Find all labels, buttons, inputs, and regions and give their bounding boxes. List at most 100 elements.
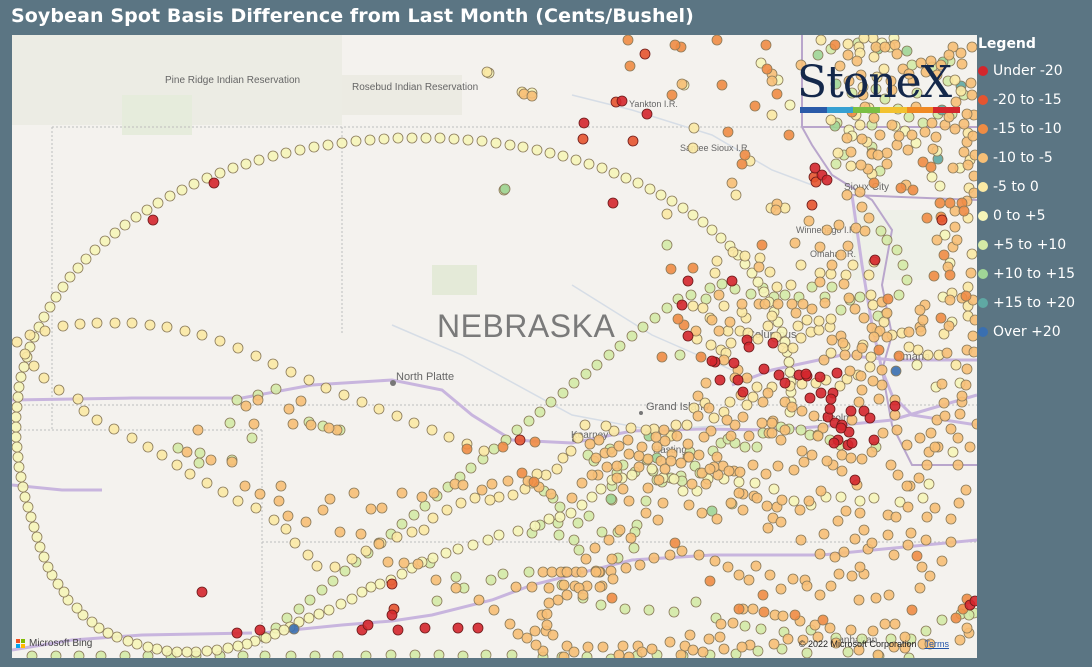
basis-point[interactable] xyxy=(391,531,403,543)
basis-point[interactable] xyxy=(608,425,620,437)
basis-point[interactable] xyxy=(705,339,717,351)
basis-point[interactable] xyxy=(626,330,638,342)
basis-point[interactable] xyxy=(488,443,500,455)
basis-point[interactable] xyxy=(418,524,430,536)
basis-point[interactable] xyxy=(448,133,460,145)
basis-point[interactable] xyxy=(899,631,911,643)
basis-point[interactable] xyxy=(777,342,789,354)
basis-point[interactable] xyxy=(557,452,569,464)
basis-point[interactable] xyxy=(386,578,398,590)
basis-point[interactable] xyxy=(603,349,615,361)
basis-point[interactable] xyxy=(836,449,848,461)
basis-point[interactable] xyxy=(920,625,932,637)
basis-point[interactable] xyxy=(835,491,847,503)
basis-point[interactable] xyxy=(661,302,673,314)
basis-point[interactable] xyxy=(825,347,837,359)
basis-point[interactable] xyxy=(771,281,783,293)
basis-point[interactable] xyxy=(878,316,890,328)
basis-point[interactable] xyxy=(839,349,851,361)
basis-point[interactable] xyxy=(771,88,783,100)
basis-point[interactable] xyxy=(713,289,725,301)
basis-point[interactable] xyxy=(280,523,292,535)
basis-point[interactable] xyxy=(334,526,346,538)
basis-point[interactable] xyxy=(356,396,368,408)
basis-point[interactable] xyxy=(12,451,24,463)
basis-point[interactable] xyxy=(586,469,598,481)
basis-point[interactable] xyxy=(925,161,937,173)
basis-point[interactable] xyxy=(246,432,258,444)
basis-point[interactable] xyxy=(856,133,868,145)
basis-point[interactable] xyxy=(960,379,972,391)
basis-point[interactable] xyxy=(786,401,798,413)
basis-point[interactable] xyxy=(91,414,103,426)
basis-point[interactable] xyxy=(870,83,882,95)
basis-point[interactable] xyxy=(13,381,25,393)
basis-point[interactable] xyxy=(879,93,891,105)
basis-point[interactable] xyxy=(842,38,854,50)
basis-point[interactable] xyxy=(12,441,23,453)
basis-point[interactable] xyxy=(50,291,62,303)
basis-point[interactable] xyxy=(730,648,742,658)
basis-point[interactable] xyxy=(743,341,755,353)
basis-point[interactable] xyxy=(126,432,138,444)
basis-point[interactable] xyxy=(876,364,888,376)
basis-point[interactable] xyxy=(882,293,894,305)
basis-point[interactable] xyxy=(872,149,884,161)
basis-point[interactable] xyxy=(282,510,294,522)
basis-point[interactable] xyxy=(86,616,98,628)
basis-point[interactable] xyxy=(944,294,956,306)
basis-point[interactable] xyxy=(267,150,279,162)
basis-point[interactable] xyxy=(858,405,870,417)
basis-point[interactable] xyxy=(78,405,90,417)
basis-point[interactable] xyxy=(795,332,807,344)
legend-item[interactable]: 0 to +5 xyxy=(978,201,1090,230)
basis-point[interactable] xyxy=(531,144,543,156)
basis-point[interactable] xyxy=(696,507,708,519)
basis-point[interactable] xyxy=(850,222,862,234)
basis-point[interactable] xyxy=(38,551,50,563)
basis-point[interactable] xyxy=(783,129,795,141)
basis-point[interactable] xyxy=(841,132,853,144)
legend-item[interactable]: -20 to -15 xyxy=(978,85,1090,114)
basis-point[interactable] xyxy=(684,629,696,641)
basis-point[interactable] xyxy=(601,461,613,473)
basis-point[interactable] xyxy=(309,650,321,658)
basis-point[interactable] xyxy=(232,495,244,507)
basis-point[interactable] xyxy=(935,59,947,71)
basis-point[interactable] xyxy=(254,488,266,500)
basis-point[interactable] xyxy=(697,646,709,658)
basis-point[interactable] xyxy=(622,35,634,46)
basis-point[interactable] xyxy=(141,204,153,216)
basis-point[interactable] xyxy=(718,354,730,366)
basis-point[interactable] xyxy=(773,369,785,381)
basis-point[interactable] xyxy=(657,497,669,509)
basis-point[interactable] xyxy=(512,525,524,537)
basis-point[interactable] xyxy=(950,612,962,624)
basis-point[interactable] xyxy=(192,424,204,436)
basis-point[interactable] xyxy=(943,49,955,61)
basis-point[interactable] xyxy=(819,297,831,309)
basis-point[interactable] xyxy=(391,410,403,422)
basis-point[interactable] xyxy=(633,450,645,462)
basis-point[interactable] xyxy=(877,427,889,439)
basis-point[interactable] xyxy=(911,87,923,99)
basis-point[interactable] xyxy=(834,380,846,392)
basis-point[interactable] xyxy=(181,646,193,658)
basis-point[interactable] xyxy=(671,430,683,442)
basis-point[interactable] xyxy=(675,649,687,658)
basis-point[interactable] xyxy=(788,464,800,476)
basis-point[interactable] xyxy=(868,331,880,343)
basis-point[interactable] xyxy=(227,162,239,174)
basis-point[interactable] xyxy=(633,461,645,473)
basis-point[interactable] xyxy=(845,624,857,636)
basis-point[interactable] xyxy=(885,459,897,471)
basis-point[interactable] xyxy=(687,300,699,312)
basis-point[interactable] xyxy=(362,619,374,631)
basis-point[interactable] xyxy=(214,335,226,347)
basis-point[interactable] xyxy=(293,603,305,615)
basis-point[interactable] xyxy=(420,132,432,144)
basis-point[interactable] xyxy=(253,154,265,166)
basis-point[interactable] xyxy=(239,480,251,492)
basis-point[interactable] xyxy=(558,651,570,658)
basis-point[interactable] xyxy=(741,399,753,411)
